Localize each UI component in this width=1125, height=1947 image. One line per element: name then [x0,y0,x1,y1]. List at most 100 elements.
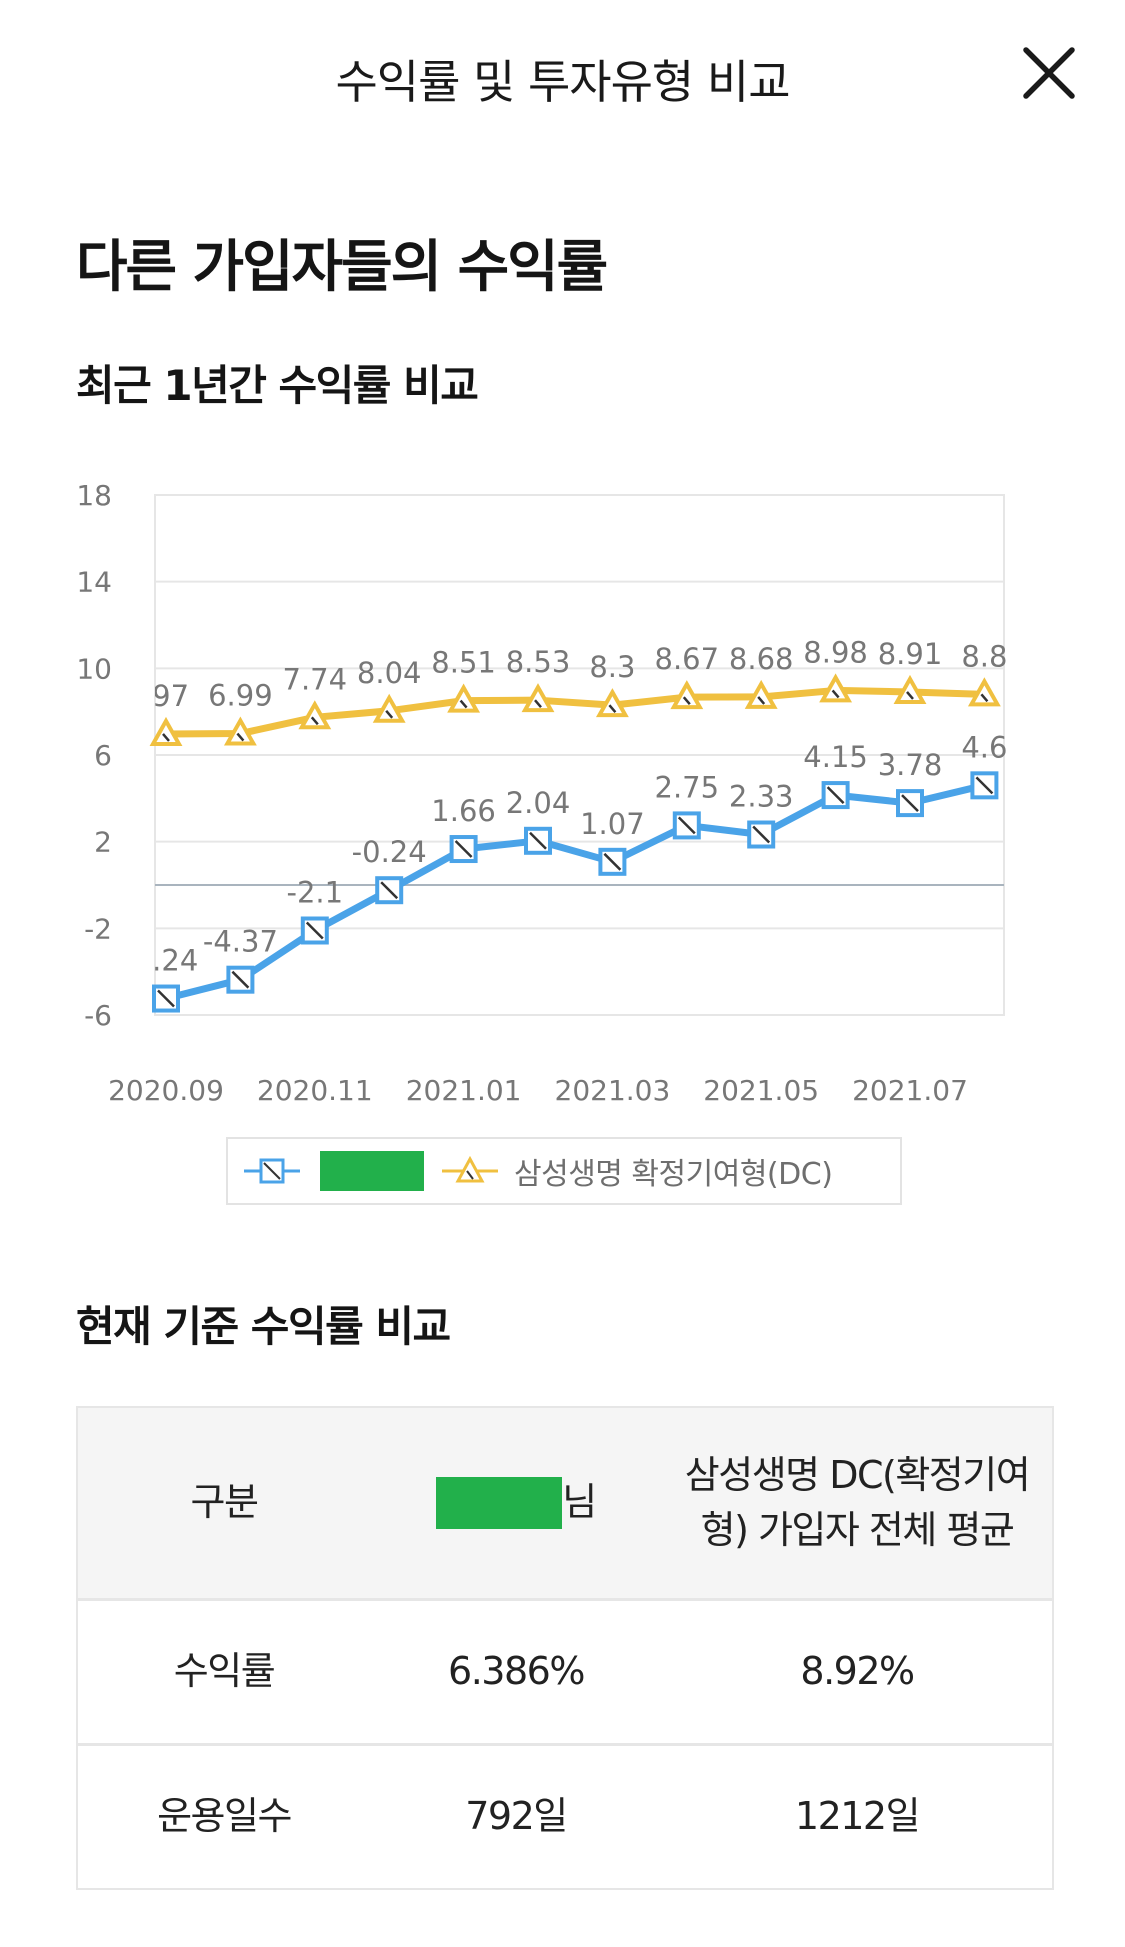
data-label: -2.1 [287,876,344,910]
data-label: 8.98 [803,635,868,669]
legend-square-marker-icon [244,1158,300,1184]
data-label: 8.04 [357,656,422,690]
row-label: 운용일수 [157,1794,292,1839]
data-point-mark [752,825,771,844]
data-point-mark [534,699,542,708]
data-point-triangle [521,683,555,713]
legend-item-user [242,1139,424,1203]
data-label: 6.99 [208,679,273,713]
data-point-mark [236,732,245,742]
row-average-value: 1212일 [794,1794,921,1839]
data-point-mark [310,716,319,726]
data-point-triangle [670,680,704,710]
row-label: 수익률 [173,1649,276,1694]
data-label: 8.53 [506,645,571,679]
y-tick-label: 18 [76,479,112,512]
data-label: 8.91 [878,637,943,671]
header-user-suffix: 님 [562,1480,597,1525]
data-point-mark [529,831,547,850]
x-tick-label: 2021.03 [555,1074,671,1107]
data-label: 2.04 [506,786,571,820]
close-button[interactable] [1014,38,1084,108]
row-user-value: 6.386% [448,1649,585,1694]
legend-label-dc: 삼성생명 확정기여형(DC) [514,1157,833,1192]
data-point-mark [603,852,622,871]
data-label: -4.37 [203,925,278,959]
data-label: 4.15 [803,740,868,774]
data-point-mark [677,816,696,835]
header-user: 님 [370,1408,662,1598]
data-point-mark [157,989,175,1008]
data-point-triangle [298,700,332,730]
data-point-mark [826,786,845,804]
legend-triangle-marker-icon [442,1155,498,1183]
x-tick-label: 2021.07 [852,1074,968,1107]
data-point-mark [980,693,989,703]
data-point-mark [380,881,399,900]
data-point-triangle [893,674,927,704]
data-label: 2.75 [655,770,720,804]
table-section-title: 현재 기준 수익률 비교 [76,1302,451,1351]
data-label: 8.67 [655,642,720,676]
data-label: 8.51 [431,646,496,680]
data-label: 8.3 [589,650,635,684]
legend-redacted-name [320,1151,424,1191]
section-title: 다른 가입자들의 수익률 [76,235,608,300]
table-row: 수익률 6.386% 8.92% [78,1598,1052,1743]
row-average-value: 8.92% [800,1649,915,1694]
data-point-square [598,847,627,876]
data-point-triangle [372,693,406,723]
table-header-row: 구분 님 삼성생명 DC(확정기여 형) 가입자 전체 평균 [78,1408,1052,1598]
data-point-triangle [595,688,629,718]
data-label: 5.24 [134,944,199,978]
data-point-triangle [447,683,481,713]
y-tick-label: 14 [76,566,112,599]
x-tick-label: 2020.11 [257,1074,373,1107]
data-label: 1.07 [580,807,645,841]
table-row: 운용일수 792일 1212일 [78,1743,1052,1888]
row-user-value: 792일 [465,1794,568,1839]
data-point-mark [459,699,468,709]
data-label: 4.6 [961,730,1007,764]
data-point-mark [901,794,919,812]
data-label: 1.66 [431,794,496,828]
data-point-mark [385,709,394,719]
comparison-table: 구분 님 삼성생명 DC(확정기여 형) 가입자 전체 평균 수익률 6.386… [76,1406,1054,1890]
data-point-triangle [967,677,1001,707]
x-tick-label: 2021.01 [406,1074,522,1107]
chart-section-title: 최근 1년간 수익률 비교 [76,361,479,410]
close-icon [1023,47,1075,99]
chart-legend: 삼성생명 확정기여형(DC) [226,1137,902,1205]
header-category: 구분 [190,1480,259,1525]
header-dc-average: 삼성생명 DC(확정기여 형) 가입자 전체 평균 [662,1408,1052,1598]
legend-item-dc: 삼성생명 확정기여형(DC) [440,1139,833,1203]
x-tick-label: 2021.05 [703,1074,819,1107]
y-tick-label: 10 [76,652,112,685]
data-point-mark [757,696,766,705]
redacted-user-name [436,1477,563,1529]
series-line-2 [165,686,985,738]
returns-line-chart: 18 14 10 6 2 -2 -6 2020.09 2020.11 2021.01 2021.03… [76,479,1007,1107]
data-label: .97 [143,679,189,713]
y-tick-label: -6 [84,999,112,1032]
data-label: 8.8 [961,639,1007,673]
data-point-mark [682,696,691,705]
data-point-mark [162,733,170,742]
data-label: 8.68 [729,642,794,676]
header-dc-line2: 형) 가입자 전체 평균 [700,1508,1015,1552]
data-point-mark [454,840,473,858]
data-point-mark [831,689,840,699]
x-tick-label: 2020.09 [108,1074,224,1107]
y-tick-label: -2 [84,912,112,945]
data-label: -0.24 [352,835,427,869]
data-point-mark [608,704,617,713]
data-point-triangle [223,716,257,746]
modal-header: 수익률 및 투자유형 비교 [0,0,1125,160]
data-point-mark [305,921,324,940]
header-dc-line1: 삼성생명 DC(확정기여 [684,1452,1031,1497]
data-label: 2.33 [729,780,794,814]
data-point-triangle [819,673,853,703]
data-label: 3.78 [878,748,943,782]
data-point-mark [231,970,250,989]
y-tick-label: 2 [94,826,112,859]
